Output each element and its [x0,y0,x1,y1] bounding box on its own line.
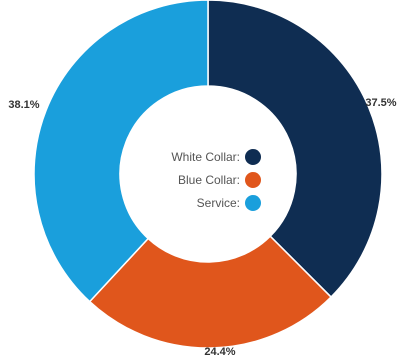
slice-blue-collar [88,235,333,349]
legend-label-service: Service: [197,196,240,210]
value-label-blue-collar: 24.4% [204,346,235,358]
legend-label-white-collar: White Collar: [171,150,240,164]
legend-swatch-service [245,195,261,211]
legend-swatch-blue-collar [245,172,261,188]
value-label-white-collar: 37.5% [365,97,396,109]
value-label-service: 38.1% [8,99,39,111]
slice-service [33,0,209,303]
legend-swatch-white-collar [245,149,261,165]
slice-white-collar [207,0,383,299]
legend-label-blue-collar: Blue Collar: [178,173,240,187]
